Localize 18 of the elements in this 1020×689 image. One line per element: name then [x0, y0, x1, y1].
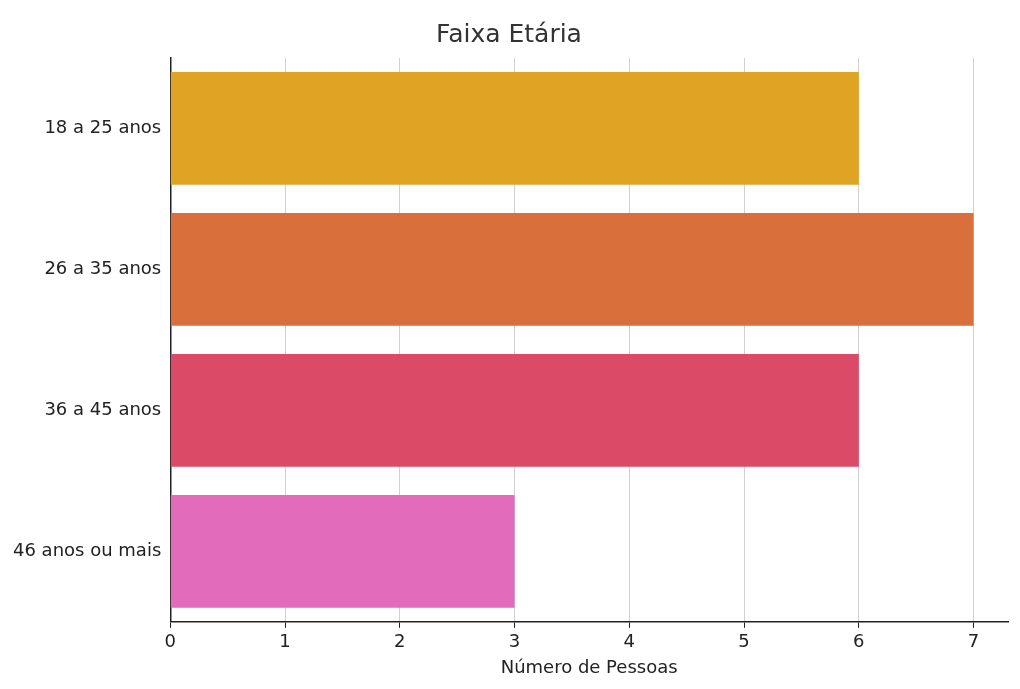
x-tick-label: 5 [738, 630, 750, 652]
x-tick-label: 2 [394, 630, 406, 652]
y-tick-label: 26 a 35 anos [44, 257, 162, 279]
x-tick-label: 4 [623, 630, 636, 652]
y-tick-label: 18 a 25 anos [44, 116, 162, 138]
x-tick-label: 3 [508, 630, 521, 652]
chart-title: Faixa Etária [436, 18, 582, 48]
bar [170, 354, 859, 467]
x-tick-label: 1 [279, 630, 291, 652]
x-axis-title: Número de Pessoas [500, 655, 678, 677]
x-tick-label: 6 [853, 630, 865, 652]
x-tick-label: 0 [164, 630, 176, 652]
bar [170, 213, 974, 326]
bar [170, 494, 515, 608]
bar [170, 72, 859, 185]
y-tick-label: 46 anos ou mais [13, 539, 162, 560]
x-tick-label: 7 [967, 630, 980, 652]
y-tick-label: 36 a 45 anos [44, 398, 162, 420]
